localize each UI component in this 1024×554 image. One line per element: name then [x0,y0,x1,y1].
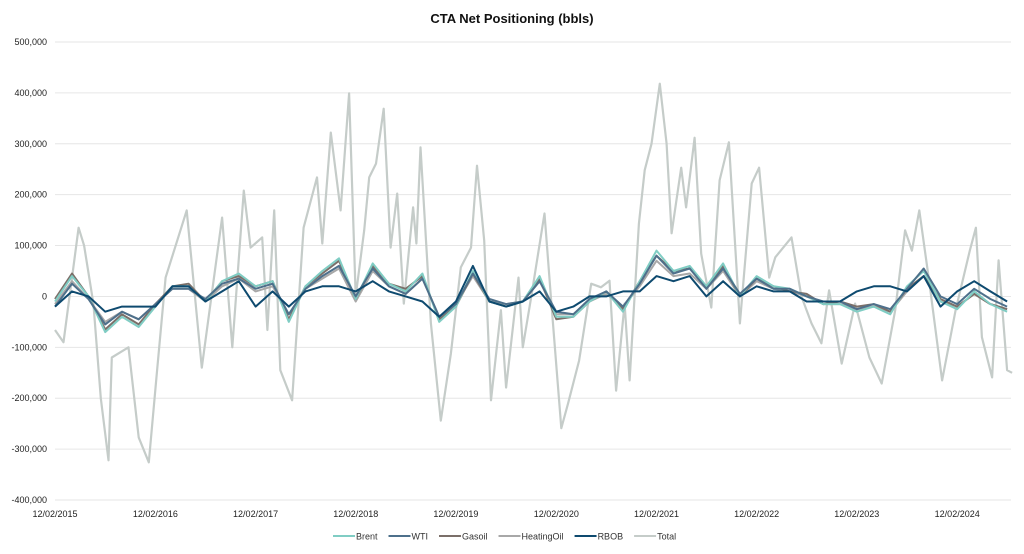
legend-label: Brent [356,532,378,542]
y-axis: 500,000 400,000 300,000 200,000 100,000 0 -100… [11,37,47,505]
legend-label: RBOB [598,532,624,542]
y-tick-label: -100,000 [11,342,47,352]
legend-item-gasoil: Gasoil [439,532,488,542]
x-axis: 12/02/2015 12/02/2016 12/02/2017 12/02/2018… [32,509,979,519]
gridlines [55,41,1011,501]
legend: Brent WTI Gasoil HeatingOil RBOB Total [333,532,676,542]
x-tick-label: 12/02/2018 [333,509,378,519]
x-tick-label: 12/02/2020 [534,509,579,519]
y-tick-label: 0 [42,291,47,301]
legend-item-heatingoil: HeatingOil [498,532,564,542]
x-tick-label: 12/02/2024 [935,509,980,519]
series-line-total [54,82,1013,464]
x-tick-label: 12/02/2022 [734,509,779,519]
chart-title: CTA Net Positioning (bbls) [430,11,593,26]
y-tick-label: -300,000 [11,444,47,454]
x-tick-label: 12/02/2016 [133,509,178,519]
y-tick-label: -200,000 [11,393,47,403]
y-tick-label: 300,000 [14,139,47,149]
series-line-wti [54,254,1008,326]
legend-item-rbob: RBOB [574,532,624,542]
series-line-rbob [54,264,1008,318]
x-tick-label: 12/02/2023 [834,509,879,519]
legend-label: Total [657,532,676,542]
legend-item-total: Total [634,532,676,542]
y-tick-label: 100,000 [14,241,47,251]
legend-item-brent: Brent [333,532,378,542]
y-tick-label: 500,000 [14,37,47,47]
x-tick-label: 12/02/2015 [32,509,77,519]
y-tick-label: 200,000 [14,190,47,200]
x-tick-label: 12/02/2019 [433,509,478,519]
legend-label: WTI [412,532,429,542]
x-tick-label: 12/02/2021 [634,509,679,519]
y-tick-label: 400,000 [14,88,47,98]
legend-label: HeatingOil [522,532,564,542]
x-tick-label: 12/02/2017 [233,509,278,519]
legend-item-wti: WTI [388,532,429,542]
series-lines [54,82,1013,464]
y-tick-label: -400,000 [11,495,47,505]
legend-label: Gasoil [462,532,488,542]
